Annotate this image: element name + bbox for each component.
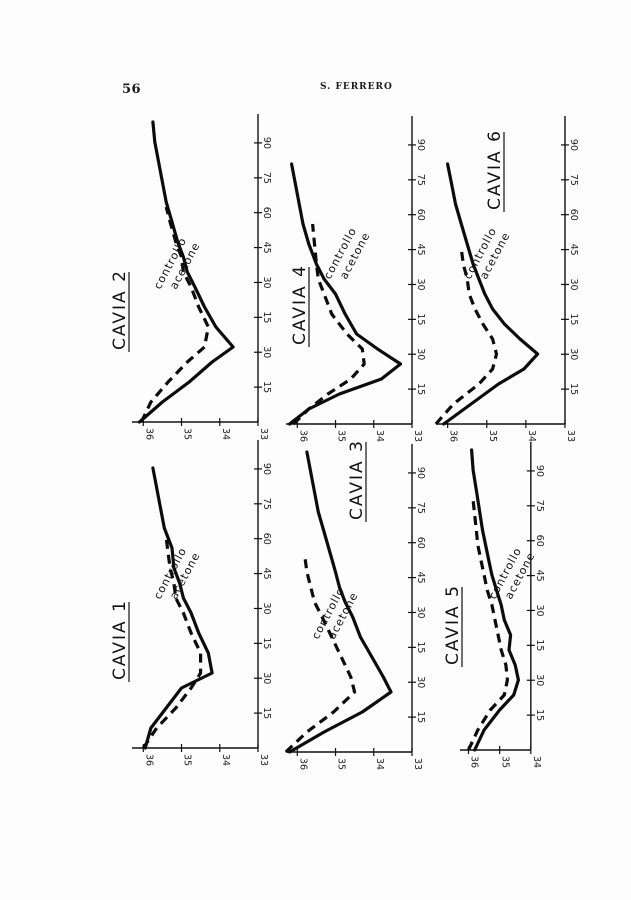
x-tick-label: 15 (415, 711, 426, 723)
x-tick-label: 30 (261, 346, 272, 358)
y-tick-label: 36 (297, 758, 308, 770)
y-tick-label: 35 (182, 428, 193, 440)
y-tick-label: 35 (487, 430, 498, 442)
y-tick-label: 34 (531, 756, 542, 768)
x-tick-label: 15 (534, 639, 545, 651)
y-tick-label: 35 (336, 758, 347, 770)
x-tick-label: 45 (415, 244, 426, 256)
x-tick-label: 15 (534, 709, 545, 721)
x-tick-label: 15 (415, 641, 426, 653)
panel-title: CAVIA 6 (485, 129, 505, 210)
panel-title: CAVIA 1 (110, 599, 130, 680)
x-tick-label: 30 (415, 348, 426, 360)
series-controllo (288, 162, 403, 426)
x-tick-label: 90 (415, 139, 426, 151)
x-tick-label: 75 (568, 174, 579, 186)
x-tick-label: 60 (261, 207, 272, 219)
series-acetone (284, 556, 357, 754)
y-tick-label: 35 (336, 430, 347, 442)
y-tick-label: 36 (468, 756, 479, 768)
x-tick-label: 30 (261, 602, 272, 614)
y-tick-label: 35 (500, 756, 511, 768)
x-tick-label: 30 (568, 278, 579, 290)
series-controllo (442, 162, 540, 426)
x-tick-label: 15 (568, 313, 579, 325)
page-number: 56 (122, 82, 142, 97)
panel-title: CAVIA 5 (443, 584, 463, 665)
y-tick-label: 34 (220, 428, 231, 440)
x-tick-label: 60 (534, 535, 545, 547)
x-tick-label: 45 (261, 568, 272, 580)
y-tick-label: 34 (374, 430, 385, 442)
y-tick-label: 33 (565, 430, 576, 442)
y-tick-label: 35 (182, 754, 193, 766)
series-acetone (292, 223, 366, 426)
panel-title: CAVIA 3 (347, 439, 367, 520)
x-tick-label: 60 (568, 209, 579, 221)
x-tick-label: 90 (415, 467, 426, 479)
x-tick-label: 15 (415, 313, 426, 325)
y-tick-label: 34 (374, 758, 385, 770)
x-tick-label: 75 (261, 172, 272, 184)
series-acetone (141, 537, 203, 749)
x-tick-label: 75 (261, 498, 272, 510)
x-tick-label: 60 (261, 533, 272, 545)
x-tick-label: 30 (261, 276, 272, 288)
y-tick-label: 36 (448, 430, 459, 442)
y-tick-label: 36 (143, 428, 154, 440)
x-tick-label: 30 (534, 674, 545, 686)
series-controllo (470, 448, 521, 752)
x-tick-label: 15 (415, 383, 426, 395)
x-tick-label: 45 (415, 572, 426, 584)
series-controllo (288, 450, 393, 754)
series-acetone (434, 248, 499, 426)
y-tick-label: 34 (220, 754, 231, 766)
series-controllo (137, 120, 235, 424)
y-tick-label: 33 (258, 754, 269, 766)
y-tick-label: 34 (526, 430, 537, 442)
x-tick-label: 30 (415, 606, 426, 618)
panel-title: CAVIA 4 (290, 264, 310, 345)
x-tick-label: 45 (261, 242, 272, 254)
x-tick-label: 90 (568, 139, 579, 151)
x-tick-label: 15 (261, 311, 272, 323)
y-tick-label: 33 (412, 430, 423, 442)
x-tick-label: 90 (261, 137, 272, 149)
x-tick-label: 60 (415, 209, 426, 221)
x-tick-label: 90 (261, 463, 272, 475)
x-tick-label: 90 (534, 465, 545, 477)
x-tick-label: 30 (568, 348, 579, 360)
x-tick-label: 60 (415, 537, 426, 549)
x-tick-label: 45 (568, 244, 579, 256)
y-tick-label: 33 (412, 758, 423, 770)
y-tick-label: 36 (297, 430, 308, 442)
x-tick-label: 15 (568, 383, 579, 395)
x-tick-label: 75 (415, 502, 426, 514)
x-tick-label: 75 (534, 500, 545, 512)
series-controllo (143, 466, 214, 750)
running-head-author: S. FERRERO (320, 82, 393, 92)
series-acetone (467, 499, 509, 751)
x-tick-label: 15 (261, 707, 272, 719)
x-tick-label: 15 (261, 637, 272, 649)
x-tick-label: 30 (261, 672, 272, 684)
series-acetone (139, 206, 210, 423)
x-tick-label: 30 (415, 676, 426, 688)
x-tick-label: 45 (534, 570, 545, 582)
x-tick-label: 75 (415, 174, 426, 186)
y-tick-label: 36 (143, 754, 154, 766)
panel-title: CAVIA 2 (110, 269, 130, 350)
x-tick-label: 30 (534, 604, 545, 616)
x-tick-label: 30 (415, 278, 426, 290)
x-tick-label: 15 (261, 381, 272, 393)
y-tick-label: 33 (258, 428, 269, 440)
